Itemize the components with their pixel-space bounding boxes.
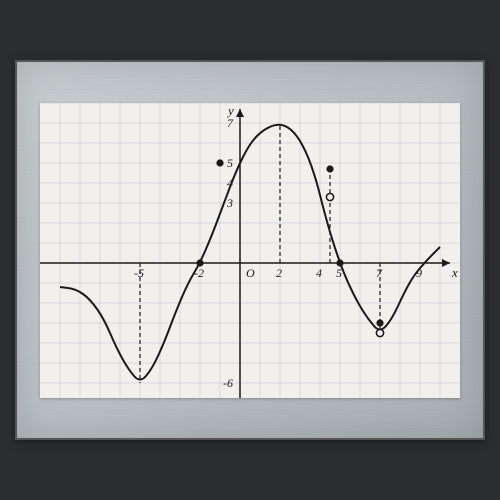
chart-paper: -5-2245797543-6Oxy (40, 103, 460, 398)
y-tick-label: 4 (227, 176, 233, 190)
open-point (326, 193, 333, 200)
y-tick-label: -6 (223, 376, 233, 390)
x-axis-arrow (442, 259, 450, 267)
x-tick-label: -5 (134, 266, 144, 280)
photo-frame: -5-2245797543-6Oxy (15, 60, 485, 440)
y-tick-label: 7 (227, 116, 234, 130)
x-tick-label: 2 (276, 266, 282, 280)
y-axis-label: y (226, 103, 234, 118)
x-tick-label: -2 (194, 266, 204, 280)
open-point (376, 329, 383, 336)
origin-label: O (246, 266, 255, 280)
x-tick-label: 4 (316, 266, 322, 280)
x-tick-label: 9 (416, 266, 422, 280)
function-graph: -5-2245797543-6Oxy (40, 103, 460, 398)
x-tick-label: 5 (336, 266, 342, 280)
x-tick-label: 7 (376, 266, 383, 280)
x-axis-label: x (451, 265, 458, 280)
y-axis-arrow (236, 109, 244, 117)
closed-point (376, 319, 383, 326)
y-tick-label: 3 (226, 196, 233, 210)
closed-point (216, 159, 223, 166)
y-tick-label: 5 (227, 156, 233, 170)
closed-point (326, 165, 333, 172)
